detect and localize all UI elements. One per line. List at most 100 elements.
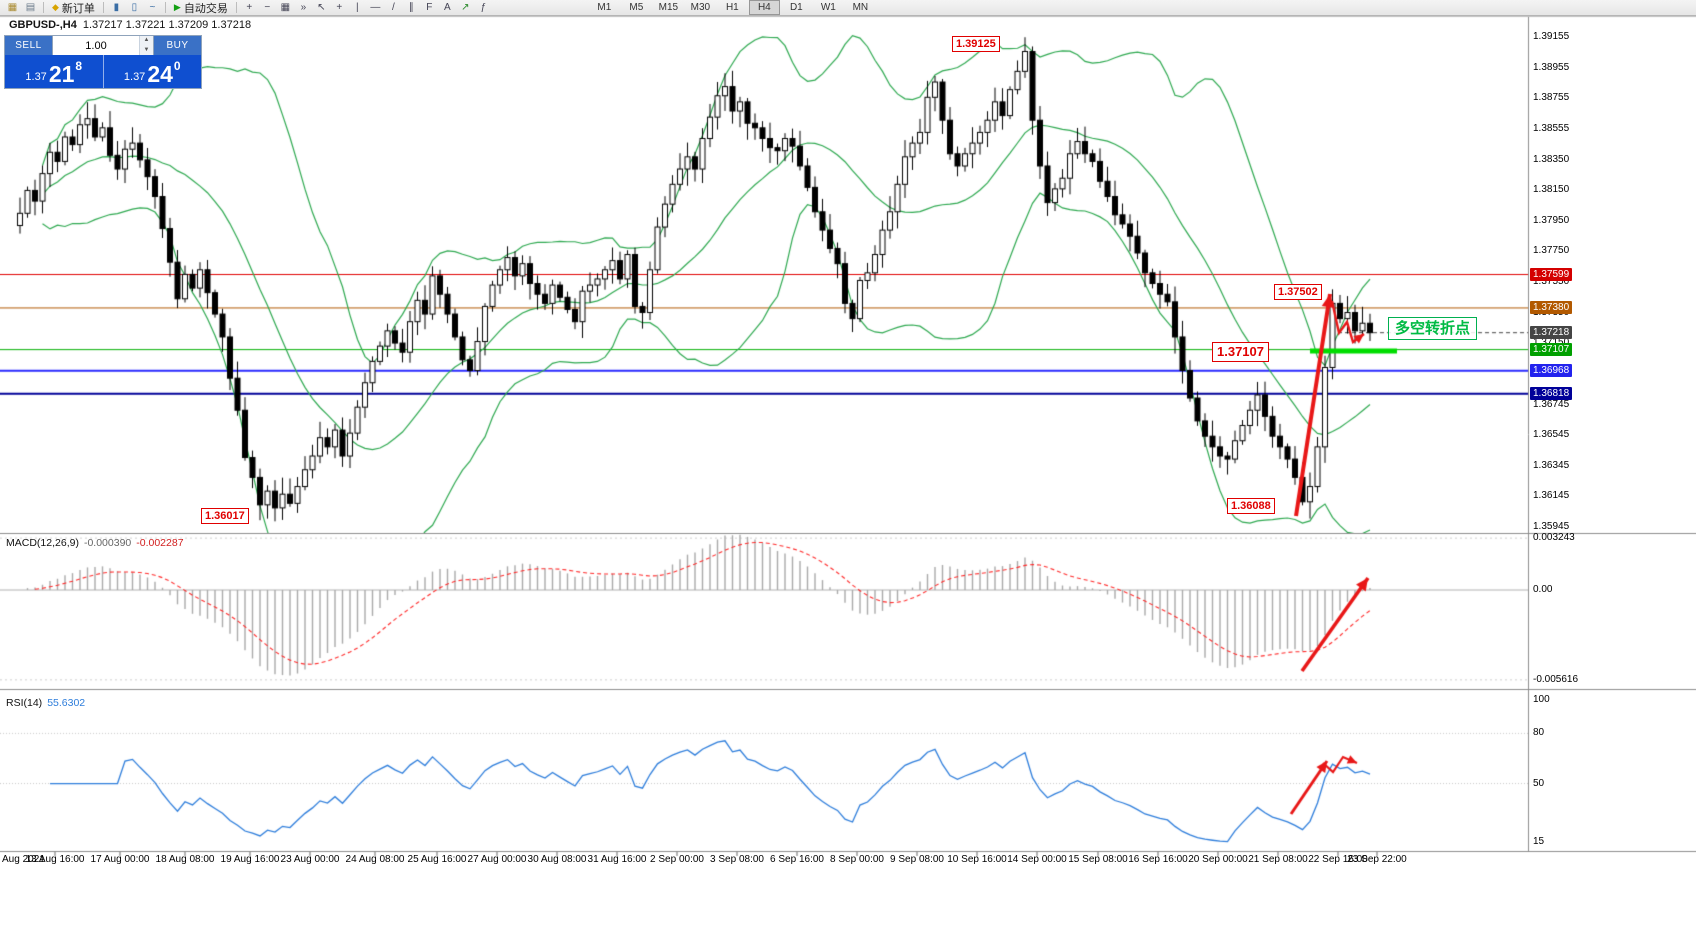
horizontal-line-icon[interactable]: — [370, 2, 381, 13]
time-label: 21 Sep 08:00 [1248, 854, 1308, 865]
price-tick: 1.38755 [1533, 92, 1570, 104]
price-level-box: 1.37218 [1530, 325, 1573, 339]
new-order-icon: ◆ [52, 2, 59, 12]
rsi-axis-label: 100 [1533, 694, 1550, 705]
symbol-ohlc: 1.37217 1.37221 1.37209 1.37218 [82, 19, 252, 31]
price-tick: 1.38555 [1533, 122, 1570, 134]
toolbar-tool-icons: + − ▦» ↖ + | — / ∥ F A ↗ ƒ [241, 1, 492, 14]
auto-scroll-icon[interactable]: » [300, 2, 307, 13]
annotation-support-level: 1.37107 [1212, 342, 1269, 362]
time-label: 2 Sep 00:00 [650, 854, 704, 865]
sell-button[interactable]: SELL [5, 36, 52, 55]
macd-pane-label: MACD(12,26,9) -0.000390 -0.002287 [6, 537, 184, 549]
new-chart-icon[interactable]: ▦ [7, 2, 18, 13]
time-label: 15 Sep 08:00 [1068, 854, 1128, 865]
annotation-august-low: 1.36017 [201, 508, 249, 524]
bar-chart-icon[interactable]: ▮ [113, 2, 120, 13]
time-label: 27 Aug 00:00 [467, 854, 527, 865]
line-chart-icon[interactable]: ~ [149, 2, 156, 13]
sell-price-display[interactable]: 1.37 21 8 [5, 55, 104, 88]
price-tick: 1.37950 [1533, 214, 1570, 226]
zoom-out-icon[interactable]: − [264, 2, 271, 13]
timeframe-button-m15[interactable]: M15 [658, 2, 679, 13]
zoom-in-icon[interactable]: + [246, 2, 253, 13]
cursor-icon[interactable]: ↖ [317, 2, 326, 13]
price-level-box: 1.36968 [1530, 363, 1573, 377]
timeframe-button-m30[interactable]: M30 [690, 2, 711, 13]
rsi-pane-label: RSI(14) 55.6302 [6, 697, 85, 709]
autotrading-button[interactable]: ▶ 自动交易 [170, 1, 232, 15]
volume-up-icon[interactable]: ▲ [140, 36, 153, 46]
macd-axis-label: 0.00 [1533, 584, 1553, 595]
price-tick: 1.37750 [1533, 245, 1570, 257]
rsi-axis-label: 50 [1533, 777, 1545, 789]
toolbar: ▦ ▤ ◆ 新订单 ▮ ▯ ~ ▶ 自动交易 + − ▦» ↖ + | — / ∥ F A ↗ ƒ M1 M5 M… [0, 0, 1696, 16]
buy-price-prefix: 1.37 [123, 71, 146, 83]
price-level-box: 1.36818 [1530, 386, 1573, 400]
price-tick: 1.36345 [1533, 459, 1570, 471]
one-click-trade-panel: SELL ▲ ▼ BUY 1.37 21 8 1.37 24 0 [4, 35, 202, 89]
timeframe-button-h4[interactable]: H4 [748, 0, 780, 15]
timeframe-button-d1[interactable]: D1 [789, 2, 803, 13]
buy-price-display[interactable]: 1.37 24 0 [104, 55, 202, 88]
price-tick: 1.38955 [1533, 61, 1570, 73]
timeframe-button-m1[interactable]: M1 [597, 2, 612, 13]
time-label: 17 Aug 00:00 [90, 854, 150, 865]
price-tick: 1.39155 [1533, 31, 1570, 42]
time-label: 24 Aug 08:00 [345, 854, 405, 865]
timeframe-button-w1[interactable]: W1 [820, 2, 836, 13]
annotation-turning-point: 多空转折点 [1388, 317, 1478, 340]
time-label: 23 Sep 22:00 [1347, 854, 1407, 865]
toolbar-separator [235, 2, 237, 13]
candlestick-chart-icon[interactable]: ▯ [131, 2, 138, 13]
annotation-swing-high: 1.39125 [952, 36, 1000, 52]
chart-symbol-label: GBPUSD-,H4 1.37217 1.37221 1.37209 1.3721… [9, 19, 251, 31]
toolbar-separator [164, 2, 166, 13]
macd-signal-value: -0.002287 [136, 537, 184, 549]
time-label: 8 Sep 00:00 [830, 854, 884, 865]
channel-icon[interactable]: ∥ [408, 2, 414, 13]
time-label: 18 Aug 08:00 [155, 854, 215, 865]
time-label: 19 Aug 16:00 [220, 854, 280, 865]
time-label: 23 Aug 00:00 [280, 854, 340, 865]
timeframe-button-mn[interactable]: MN [852, 2, 869, 13]
macd-axis-label: 0.003243 [1533, 532, 1575, 544]
time-label: 20 Sep 00:00 [1188, 854, 1248, 865]
trendline-icon[interactable]: / [391, 2, 395, 13]
time-label: 22 Sep 16:00 [1308, 854, 1368, 865]
chart-profiles-icon[interactable]: ▤ [25, 2, 36, 13]
new-order-label: 新订单 [61, 2, 95, 15]
text-icon[interactable]: A [444, 2, 451, 13]
time-label: 6 Sep 16:00 [770, 854, 824, 865]
crosshair-icon[interactable]: + [336, 2, 343, 13]
tile-windows-icon[interactable]: ▦ [280, 2, 291, 13]
toolbar-chart-style-icons: ▮ ▯ ~ [108, 1, 161, 14]
timeframe-button-m5[interactable]: M5 [629, 2, 644, 13]
volume-down-icon[interactable]: ▼ [140, 45, 153, 55]
buy-button[interactable]: BUY [154, 36, 201, 55]
indicators-icon[interactable]: ƒ [480, 2, 487, 13]
time-label: 31 Aug 16:00 [587, 854, 647, 865]
sell-price-sup: 8 [75, 59, 83, 73]
rsi-name: RSI(14) [6, 697, 43, 709]
time-label: Aug 2021 [2, 854, 45, 865]
macd-axis-label: -0.005616 [1533, 673, 1579, 685]
timeframe-button-h1[interactable]: H1 [725, 2, 739, 13]
fibonacci-icon[interactable]: F [426, 2, 433, 13]
sell-price-big: 21 [48, 61, 75, 87]
new-order-button[interactable]: ◆ 新订单 [48, 1, 99, 15]
annotation-recent-low: 1.36088 [1227, 498, 1275, 514]
arrows-icon[interactable]: ↗ [461, 2, 470, 13]
volume-input[interactable] [53, 36, 139, 55]
time-axis[interactable]: Aug 2021 13 Aug 16:00 17 Aug 00:00 18 Aug 0… [0, 853, 1696, 869]
price-tick: 1.37550 [1533, 276, 1570, 287]
macd-value: -0.000390 [83, 537, 132, 549]
toolbar-separator [102, 2, 104, 13]
vertical-line-icon[interactable]: | [356, 2, 359, 13]
rsi-axis-label: 15 [1533, 836, 1545, 847]
price-tick: 1.35945 [1533, 521, 1570, 532]
time-label: 25 Aug 16:00 [407, 854, 467, 865]
time-label: 9 Sep 08:00 [890, 854, 944, 865]
price-axis[interactable]: 1.39155 1.38955 1.38755 1.38555 1.38350 1.381… [1529, 0, 1696, 934]
